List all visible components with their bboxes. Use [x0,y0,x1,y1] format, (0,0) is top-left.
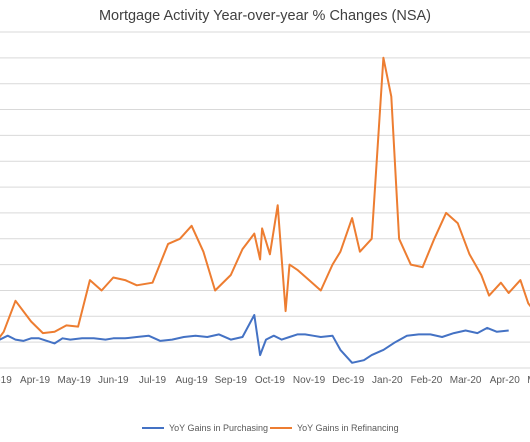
x-tick-label: Dec-19 [332,375,365,386]
legend-item-refinancing: YoY Gains in Refinancing [270,423,399,433]
x-tick-label: Jan-20 [372,375,403,386]
x-tick-label: Aug-19 [176,375,209,386]
legend-swatch-purchasing [142,427,164,429]
x-axis-ticks: Mar-19 Apr-19 May-19 Jun-19 Jul-19 Aug-19 Sep-… [0,375,530,386]
legend-item-purchasing: YoY Gains in Purchasing [142,423,268,433]
x-tick-label: Sep-19 [215,375,248,386]
series-line-purchasing [0,314,509,364]
legend-swatch-refinancing [270,427,292,429]
series-lines [0,56,530,364]
x-tick-label: Oct-19 [255,375,285,386]
legend: YoY Gains in Purchasing YoY Gains in Ref… [0,423,530,439]
x-tick-label: Apr-20 [490,375,520,386]
x-tick-label: Mar-20 [450,375,482,386]
x-tick-label: Jul-19 [139,375,167,386]
x-tick-label: Jun-19 [98,375,129,386]
gridlines [0,31,530,369]
series-line-refinancing [0,56,530,339]
legend-label-purchasing: YoY Gains in Purchasing [169,423,269,433]
legend-label-refinancing: YoY Gains in Refinancing [297,423,399,433]
chart-title: Mortgage Activity Year-over-year % Chang… [98,8,432,24]
x-tick-label: Apr-19 [20,375,50,386]
x-tick-label: Mar-19 [0,375,12,386]
x-tick-label: Nov-19 [293,375,326,386]
x-tick-label: May-20 [527,375,530,386]
x-tick-label: May-19 [58,375,92,386]
x-tick-label: Feb-20 [411,375,443,386]
